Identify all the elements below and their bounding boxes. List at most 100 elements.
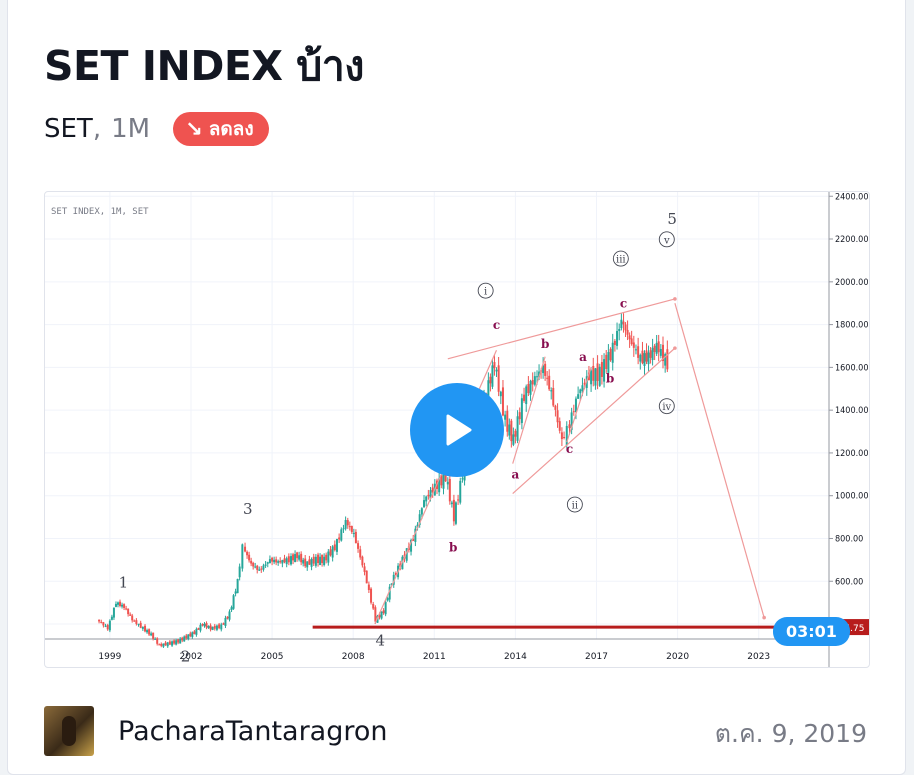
candle-body xyxy=(655,342,658,354)
candle-body xyxy=(179,638,182,644)
candle-body xyxy=(226,616,229,619)
candle-body xyxy=(609,348,612,361)
candle-body xyxy=(647,352,650,365)
candle-body xyxy=(598,366,601,386)
candle-body xyxy=(632,342,635,348)
candle-body xyxy=(290,556,293,565)
candle-body xyxy=(121,604,124,607)
candle-body xyxy=(197,628,200,630)
candle-body xyxy=(317,554,320,564)
candle-body xyxy=(487,380,490,402)
trend-line xyxy=(447,298,676,360)
wave-label: 3 xyxy=(243,500,253,518)
candle-body xyxy=(653,345,656,353)
candle-body xyxy=(410,539,413,552)
candle-body xyxy=(525,386,528,405)
candle-body xyxy=(171,641,174,646)
candle-body xyxy=(344,520,347,529)
candle-body xyxy=(512,434,515,445)
y-tick-label: 1800.00 xyxy=(835,321,868,331)
candle-body xyxy=(643,353,646,367)
symbol-link[interactable]: SET xyxy=(44,114,93,144)
x-tick-label: 1999 xyxy=(98,652,121,662)
candle-body xyxy=(331,546,334,558)
circled-wave-label: iii xyxy=(616,255,626,266)
candle-body xyxy=(321,554,324,563)
candle-body xyxy=(365,570,368,584)
candle-body xyxy=(228,611,231,620)
candle-body xyxy=(392,574,395,585)
chart-preview[interactable]: SET INDEX, 1M, SET400.00600.00800.001000… xyxy=(44,191,870,668)
candle-body xyxy=(150,633,153,636)
candle-body xyxy=(199,624,202,631)
candle-body xyxy=(207,626,210,629)
candle-body xyxy=(354,531,357,544)
candle-body xyxy=(388,586,391,600)
candle-body xyxy=(497,365,500,392)
candle-body xyxy=(568,424,571,429)
candle-body xyxy=(238,566,241,578)
x-tick-label: 2017 xyxy=(585,652,608,662)
candle-body xyxy=(166,642,169,647)
candle-body xyxy=(127,608,130,615)
candle-body xyxy=(335,539,338,552)
candle-body xyxy=(645,350,648,362)
wave-label: 2 xyxy=(181,647,191,665)
candle-body xyxy=(306,561,309,568)
candle-body xyxy=(448,478,451,502)
trend-line xyxy=(512,347,676,495)
candle-body xyxy=(158,644,161,646)
candle-body xyxy=(529,381,532,395)
candle-body xyxy=(550,390,553,392)
sub-wave-label: b xyxy=(449,540,457,554)
candle-body xyxy=(538,371,541,378)
candle-body xyxy=(544,363,547,376)
candle-body xyxy=(516,416,519,441)
candle-body xyxy=(662,344,665,362)
candle-body xyxy=(279,560,282,563)
candle-body xyxy=(622,321,625,325)
candle-body xyxy=(514,430,517,437)
candle-body xyxy=(209,625,212,630)
author-name[interactable]: PacharaTantaragron xyxy=(118,715,388,747)
candle-body xyxy=(446,481,449,485)
candle-body xyxy=(361,556,364,566)
candle-body xyxy=(275,559,278,563)
trend-line xyxy=(512,356,546,464)
sub-wave-label: b xyxy=(606,371,614,385)
candle-body xyxy=(651,347,654,361)
candle-body xyxy=(574,398,577,412)
candle-body xyxy=(554,405,557,410)
candle-body xyxy=(236,578,239,594)
candle-body xyxy=(520,398,523,424)
candle-body xyxy=(405,548,408,561)
candle-body xyxy=(423,500,426,508)
candle-body xyxy=(218,624,221,629)
idea-title[interactable]: SET INDEX บ้าง xyxy=(44,42,364,90)
play-button[interactable] xyxy=(410,383,504,477)
circled-wave-label: iv xyxy=(662,402,671,413)
candle-body xyxy=(220,624,223,630)
candle-body xyxy=(133,620,136,622)
candle-body xyxy=(461,478,464,480)
avatar[interactable] xyxy=(44,706,94,756)
candle-body xyxy=(248,554,251,561)
sub-wave-label: c xyxy=(493,318,500,332)
candle-body xyxy=(350,525,353,533)
candle-body xyxy=(177,639,180,643)
sub-wave-label: a xyxy=(512,468,520,482)
candle-body xyxy=(191,632,194,638)
arrow-down-right-icon: ↘ xyxy=(185,117,203,141)
sub-wave-label: c xyxy=(566,442,573,456)
candle-body xyxy=(244,546,247,552)
trend-line-end xyxy=(762,615,766,620)
candle-body xyxy=(152,632,155,639)
candle-body xyxy=(271,557,274,562)
candle-body xyxy=(141,626,144,629)
candle-body xyxy=(523,394,526,401)
candle-body xyxy=(285,558,288,565)
candle-body xyxy=(641,350,644,364)
candle-body xyxy=(262,565,265,570)
direction-label: ลดลง xyxy=(208,118,254,140)
candle-body xyxy=(579,389,582,394)
